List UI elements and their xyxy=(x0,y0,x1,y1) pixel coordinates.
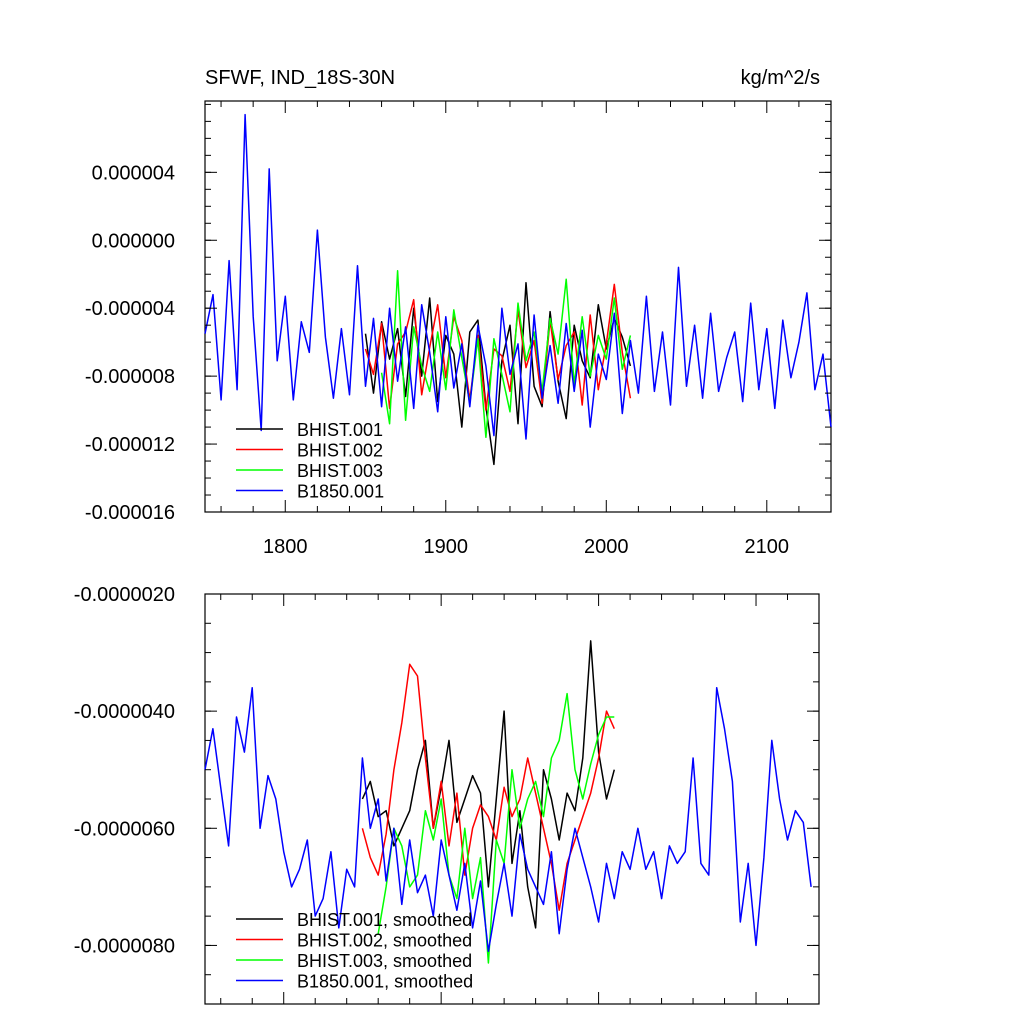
y-tick-label: -0.000012 xyxy=(85,434,175,456)
y-tick-label: -0.000016 xyxy=(85,502,175,524)
legend-label: BHIST.003 xyxy=(297,461,383,481)
y-tick-label: 0.000000 xyxy=(92,230,175,252)
x-tick-label: 1900 xyxy=(424,536,469,558)
legend-label: BHIST.001 xyxy=(297,420,383,440)
y-tick-label: -0.0000060 xyxy=(74,818,175,840)
x-tick-label: 2000 xyxy=(584,536,629,558)
legend-label: BHIST.001, smoothed xyxy=(297,910,472,930)
y-tick-label: 0.000004 xyxy=(92,162,175,184)
x-tick-label: 1800 xyxy=(263,536,308,558)
legend-label: BHIST.003, smoothed xyxy=(297,951,472,971)
chart-title: SFWF, IND_18S-30N xyxy=(205,67,395,89)
bottom-axes-layer: -0.0000020 -0.0000040 -0.0000060 -0.0000080 xyxy=(74,584,820,1005)
series-line-top-bhist-002 xyxy=(364,283,632,411)
y-tick-label: -0.000004 xyxy=(85,298,175,320)
y-tick-label: -0.0000040 xyxy=(74,701,175,723)
series-line-top-bhist-003 xyxy=(380,270,632,439)
series-line-top-b1850-001 xyxy=(204,113,832,440)
top-plot-frame xyxy=(204,100,832,513)
bottom-panel: -0.0000020 -0.0000040 -0.0000060 -0.0000080… xyxy=(74,584,820,1005)
series-line-bottom-bhist-003-smoothed xyxy=(377,692,615,964)
bottom-series-layer xyxy=(204,640,812,964)
y-tick-label: -0.0000020 xyxy=(74,584,175,606)
legend-label: BHIST.002 xyxy=(297,441,383,461)
legend-label: BHIST.002, smoothed xyxy=(297,931,472,951)
y-tick-label: -0.0000080 xyxy=(74,935,175,957)
series-line-top-bhist-001 xyxy=(364,281,632,466)
units-label: kg/m^2/s xyxy=(741,67,820,89)
series-line-bottom-bhist-002-smoothed xyxy=(361,663,615,912)
legend-label: B1850.001, smoothed xyxy=(297,972,473,992)
top-axes-layer: 0.000004 0.000000 -0.000004 -0.000008 -0.000… xyxy=(85,101,832,558)
x-tick-label: 2100 xyxy=(745,536,790,558)
top-series-layer xyxy=(204,113,832,466)
series-line-bottom-b1850-001-smoothed xyxy=(204,686,812,953)
y-tick-label: -0.000008 xyxy=(85,366,175,388)
legend-label: B1850.001 xyxy=(297,482,384,502)
top-panel: SFWF, IND_18S-30N kg/m^2/s 0.0000040.000… xyxy=(85,67,832,558)
series-line-bottom-bhist-001-smoothed xyxy=(361,640,616,929)
